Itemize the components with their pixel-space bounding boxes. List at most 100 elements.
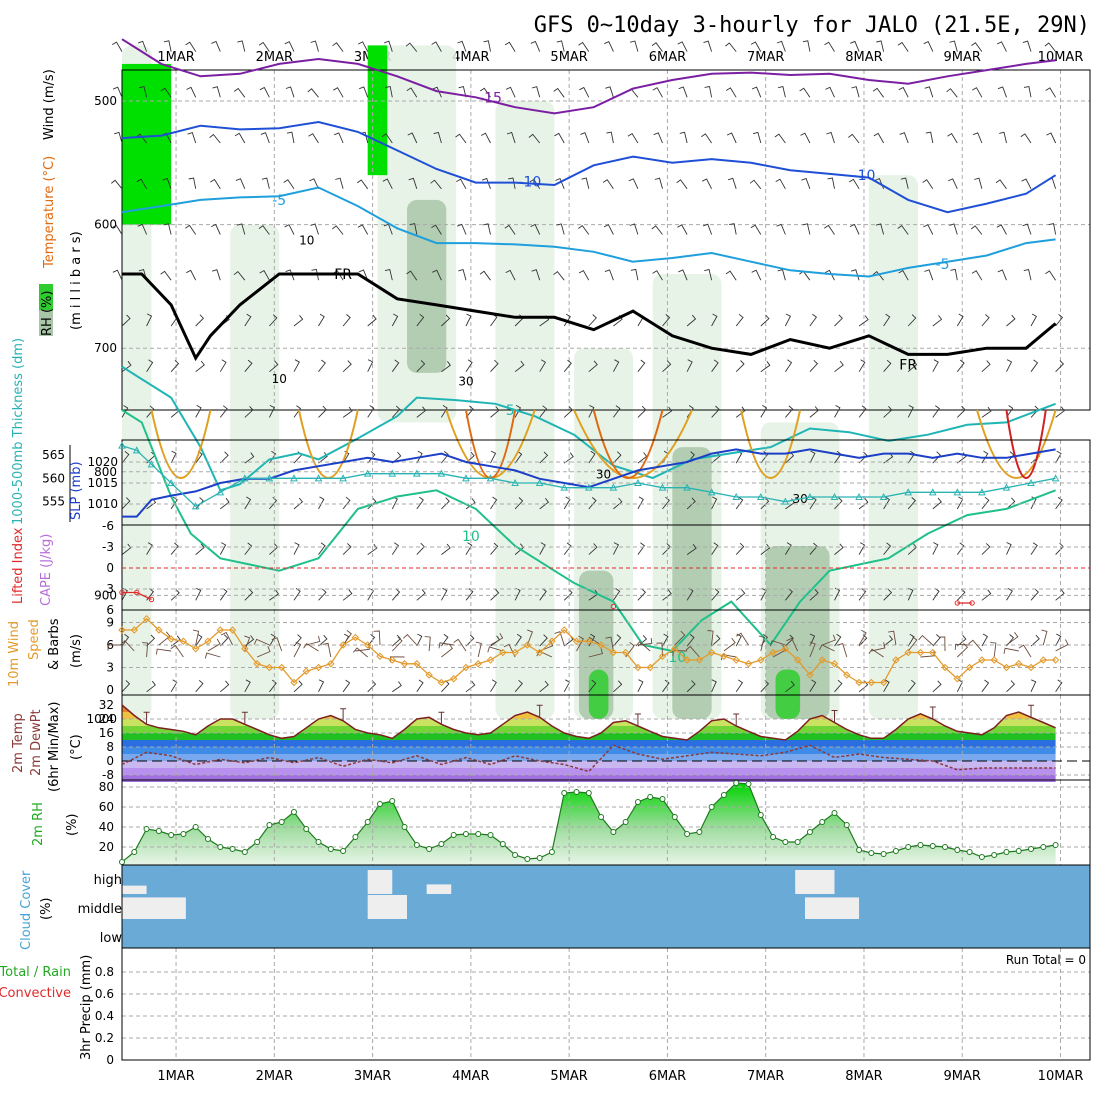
date-label-bottom: 8MAR — [845, 1069, 882, 1084]
wind-barb — [603, 224, 614, 235]
rh2m-point — [327, 846, 334, 852]
thickness-point — [216, 488, 225, 496]
wind-barb — [981, 633, 989, 647]
li-point — [119, 589, 125, 596]
wind-barb — [367, 634, 376, 647]
millibars-label: (m i l l i b a r s) — [69, 231, 84, 330]
wind-barb — [391, 359, 400, 372]
date-label-bottom: 3MAR — [354, 1069, 391, 1084]
wind10-point — [1015, 660, 1023, 668]
wind-barb — [391, 634, 402, 647]
wind10-barb — [588, 648, 603, 658]
thickness-point — [486, 474, 495, 482]
cloud-gap — [805, 897, 860, 919]
wind-barb — [367, 680, 377, 693]
wind-barb — [416, 406, 427, 418]
rh2m-point — [733, 780, 740, 786]
wind-barb — [260, 132, 270, 144]
wind10-point — [572, 637, 581, 645]
wind10-barb — [220, 631, 234, 646]
wind-barb — [236, 223, 246, 235]
wind-barb — [233, 270, 246, 281]
thickness-point — [118, 441, 126, 449]
wind10-barb — [170, 644, 184, 658]
rh-shading-high — [367, 45, 388, 176]
wind-barb — [554, 132, 565, 144]
wind-barb — [283, 179, 295, 190]
wind-barb — [367, 405, 375, 418]
wind-barb — [285, 86, 295, 98]
contour-label: -10 — [853, 168, 876, 184]
wind-barb — [406, 87, 418, 98]
contour-label: 5 — [506, 403, 515, 419]
wind10-point — [830, 660, 839, 668]
thickness-point — [1027, 478, 1035, 486]
wind10-point — [904, 648, 912, 657]
wind-barb — [1006, 451, 1015, 464]
wind-barb — [408, 177, 418, 189]
wind-barb — [121, 543, 132, 555]
wind-barb — [441, 314, 451, 327]
wind10-barb — [204, 652, 221, 659]
wind10-speed-label: Speed — [27, 619, 42, 660]
thickness-point — [412, 469, 421, 477]
precip-tick: 0.4 — [95, 1009, 114, 1023]
wind10-barb — [818, 644, 835, 652]
cloud-fill — [122, 865, 1090, 948]
wind-barb — [946, 88, 958, 98]
wind-barb — [490, 359, 499, 373]
wind-barb — [1022, 40, 1032, 52]
wind-barb — [170, 496, 178, 510]
wind-barb — [628, 178, 639, 189]
date-label-top: 6MAR — [649, 50, 686, 65]
rh2m-point — [905, 844, 912, 850]
li-point — [969, 600, 975, 606]
wind10-barb — [888, 630, 897, 646]
temp-band — [122, 761, 1056, 768]
wind10-point — [1051, 656, 1060, 664]
temp-contour-warm — [740, 409, 802, 479]
dewpt2m-label: 2m DewPt — [29, 709, 44, 776]
thickness-point — [265, 474, 274, 482]
wind-barb — [211, 40, 221, 52]
thickness-point — [830, 492, 839, 500]
wind-barb — [269, 360, 279, 373]
wind-barb — [760, 314, 770, 327]
wind-barb — [956, 542, 965, 555]
rh2m-point — [204, 836, 211, 842]
wind-barb — [261, 177, 270, 189]
wind-barb — [834, 497, 843, 510]
wind-barb — [293, 680, 303, 693]
wind-barb — [686, 314, 697, 327]
wind10-point — [929, 648, 937, 657]
wind-barb — [777, 86, 786, 98]
rh2m-point — [684, 831, 691, 837]
wind-barb — [220, 497, 230, 510]
li-tick: -6 — [102, 519, 114, 533]
wind10-point — [302, 667, 310, 675]
rh2m-point — [364, 819, 371, 825]
wind-barb — [995, 179, 1007, 190]
wind-barb — [259, 86, 270, 98]
wind-barb — [711, 496, 718, 510]
wind-barb — [212, 269, 221, 281]
wind-barb — [318, 634, 328, 647]
wind-barb — [1044, 42, 1056, 52]
wind10-barb — [576, 635, 584, 652]
wind-barb — [997, 86, 1007, 98]
wind10-point — [142, 615, 151, 623]
wind-barb — [981, 406, 992, 418]
wind10-barb — [920, 650, 935, 658]
wind-barb — [318, 359, 326, 372]
contour-label: FR — [334, 267, 352, 283]
wind-barb — [212, 86, 221, 98]
rh-shading — [868, 175, 919, 719]
wind10-barb — [707, 630, 714, 646]
wind-barb — [170, 450, 177, 464]
wind-barb — [457, 40, 467, 52]
wind-barb — [981, 589, 992, 601]
wind-barb — [284, 224, 295, 235]
wind-barb — [514, 679, 523, 693]
thickness-point — [560, 483, 569, 491]
